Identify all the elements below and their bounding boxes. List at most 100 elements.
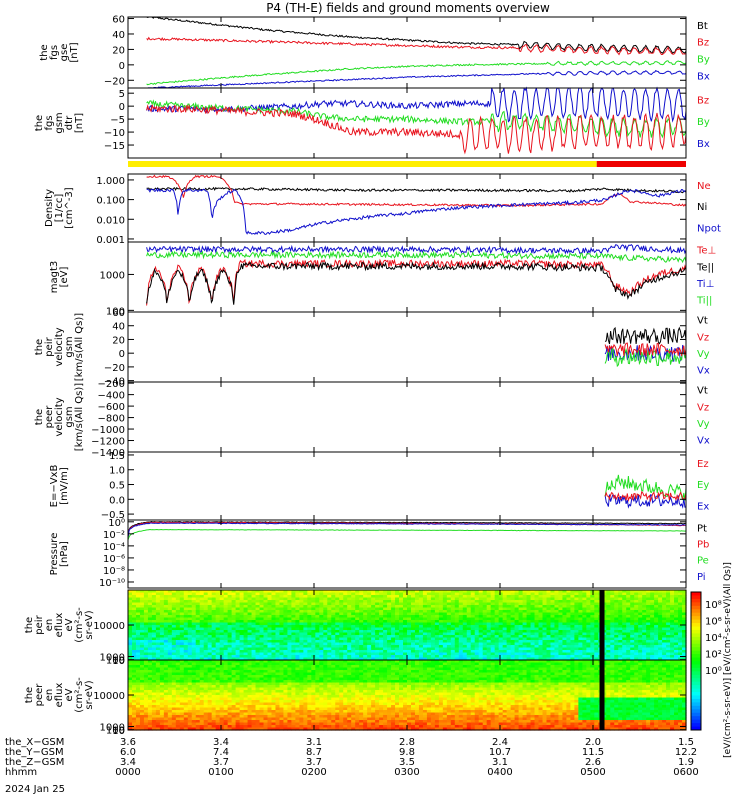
colorbar-segment bbox=[691, 633, 701, 638]
y-axis-label: [eV] bbox=[59, 267, 70, 288]
panel-peir_velocity bbox=[127, 311, 687, 383]
colorbar-segment bbox=[691, 702, 701, 707]
y-axis-label: the bbox=[39, 44, 50, 60]
y-tick-label: 10⁻⁸ bbox=[103, 566, 125, 577]
legend-Ti||: Ti|| bbox=[696, 296, 712, 307]
y-axis-label: [km/s(All Qs)] bbox=[74, 383, 85, 451]
date-label: 2024 Jan 25 bbox=[5, 784, 65, 795]
colorbar-segment bbox=[691, 650, 701, 655]
legend-Vx: Vx bbox=[697, 436, 710, 447]
y-tick-label: 0 bbox=[119, 102, 125, 113]
colorbar-tick-label: 10⁶ bbox=[705, 617, 722, 628]
y-tick-label: 10⁰ bbox=[108, 518, 125, 529]
y-tick-label: 10⁻² bbox=[103, 530, 125, 541]
y-axis-label: eV bbox=[64, 618, 75, 631]
colorbar-tick-label: 10⁸ bbox=[705, 600, 722, 611]
legend-Vt: Vt bbox=[697, 386, 708, 397]
y-tick-label: 40 bbox=[112, 30, 125, 41]
y-axis-label: gse bbox=[59, 44, 70, 62]
x-tick-label: 6.0 bbox=[120, 747, 136, 758]
y-tick-label: 60 bbox=[112, 15, 125, 26]
y-tick-label: 5 bbox=[119, 89, 125, 100]
series-efield-Ey bbox=[604, 474, 687, 501]
y-tick-label: −20 bbox=[104, 76, 125, 87]
colorbar-tick-label: 10² bbox=[705, 650, 722, 661]
y-axis-label: [nT] bbox=[69, 42, 80, 62]
legend-Pi: Pi bbox=[697, 572, 706, 583]
y-tick-label: 0.5 bbox=[109, 481, 125, 492]
indicator-bar-segment bbox=[596, 161, 686, 167]
colorbar-segment bbox=[691, 681, 701, 686]
series-peir_velocity-Vt bbox=[604, 326, 687, 345]
series-esa_density-Ne bbox=[146, 174, 687, 208]
x-tick-label: 3.7 bbox=[306, 757, 322, 768]
y-axis-label: [nPa] bbox=[59, 541, 70, 567]
legend-Vt: Vt bbox=[697, 316, 708, 327]
legend-Bz: Bz bbox=[697, 95, 709, 106]
series-pressure-Pe bbox=[127, 528, 687, 541]
series-fgs_dsl_detrended-Bx bbox=[146, 86, 687, 123]
y-tick-label: 10 bbox=[112, 656, 125, 667]
legend-Vy: Vy bbox=[697, 349, 710, 360]
x-tick-label: 3.4 bbox=[120, 757, 136, 768]
x-tick-label: 2.6 bbox=[585, 757, 601, 768]
legend-Vx: Vx bbox=[697, 366, 710, 377]
series-esa_density-Ni bbox=[146, 186, 687, 194]
legend-Npot: Npot bbox=[697, 223, 721, 234]
colorbar-segment bbox=[691, 716, 701, 721]
panel-fgs_dsl_detrended bbox=[127, 86, 687, 159]
series-esa_density-Npot bbox=[146, 187, 687, 235]
colorbar-label: [eV/(cm²-s-sr-eV)] [eV/(cm²-s-sr-eV)(All… bbox=[723, 562, 733, 758]
colorbar-segment bbox=[691, 692, 701, 696]
x-tick-label: 0500 bbox=[580, 767, 605, 778]
colorbar-segment bbox=[691, 636, 701, 641]
colorbar-segment bbox=[691, 678, 701, 683]
y-tick-label: 0.0 bbox=[109, 495, 125, 506]
legend-Ne: Ne bbox=[697, 181, 711, 192]
y-axis-label: [km/s(All Qs)] bbox=[74, 313, 85, 381]
y-tick-label: −5 bbox=[110, 115, 125, 126]
x-tick-label: 3.1 bbox=[492, 757, 508, 768]
legend-Vz: Vz bbox=[697, 402, 709, 413]
panel-fgs_gse bbox=[127, 16, 687, 89]
x-axis-row-label: the_Z−GSM bbox=[5, 757, 64, 768]
panel-frame bbox=[127, 451, 687, 521]
y-axis-label: (cm²-s- bbox=[74, 677, 85, 713]
colorbar-tick-label: 10⁴ bbox=[705, 633, 722, 644]
y-tick-label: 1000 bbox=[100, 723, 125, 734]
x-tick-label: 2.4 bbox=[492, 737, 508, 748]
colorbar-segment bbox=[691, 595, 701, 600]
y-tick-label: 0.001 bbox=[96, 235, 125, 246]
x-tick-label: 0400 bbox=[487, 767, 512, 778]
colorbar-segment bbox=[691, 657, 701, 662]
legend-Pt: Pt bbox=[697, 523, 707, 534]
x-tick-label: 0200 bbox=[301, 767, 326, 778]
colorbar-segment bbox=[691, 654, 701, 659]
x-tick-label: 1.9 bbox=[678, 757, 694, 768]
y-tick-label: −600 bbox=[98, 402, 125, 413]
colorbar-segment bbox=[691, 640, 701, 645]
x-tick-label: 0000 bbox=[115, 767, 140, 778]
panel-frame bbox=[127, 381, 687, 453]
y-axis-label: [nT] bbox=[74, 113, 85, 133]
x-tick-label: 0100 bbox=[208, 767, 233, 778]
y-axis-label: gsm bbox=[54, 112, 65, 133]
x-tick-label: 8.7 bbox=[306, 747, 322, 758]
colorbar-tick-label: 10⁰ bbox=[705, 666, 722, 677]
y-tick-label: 20 bbox=[112, 335, 125, 346]
x-tick-label: 3.5 bbox=[399, 757, 415, 768]
legend-Vy: Vy bbox=[697, 419, 710, 430]
x-axis-row-label: the_Y−GSM bbox=[5, 747, 64, 758]
y-axis-label: peer bbox=[34, 683, 45, 707]
y-axis-label: [cm^-3] bbox=[64, 187, 75, 228]
y-axis-label: the bbox=[34, 115, 45, 131]
y-axis-label: magt3 bbox=[49, 261, 60, 294]
x-axis-row-label: the_X−GSM bbox=[5, 737, 64, 748]
y-axis-label: E=−VxB bbox=[49, 465, 60, 508]
x-tick-label: 2.0 bbox=[585, 737, 601, 748]
y-axis-label: (cm²-s- bbox=[74, 607, 85, 643]
series-fgs_gse-Bt bbox=[146, 16, 687, 54]
colorbar-segment bbox=[691, 695, 701, 700]
colorbar-segment bbox=[691, 719, 701, 724]
y-axis-label: eflux bbox=[54, 613, 65, 638]
